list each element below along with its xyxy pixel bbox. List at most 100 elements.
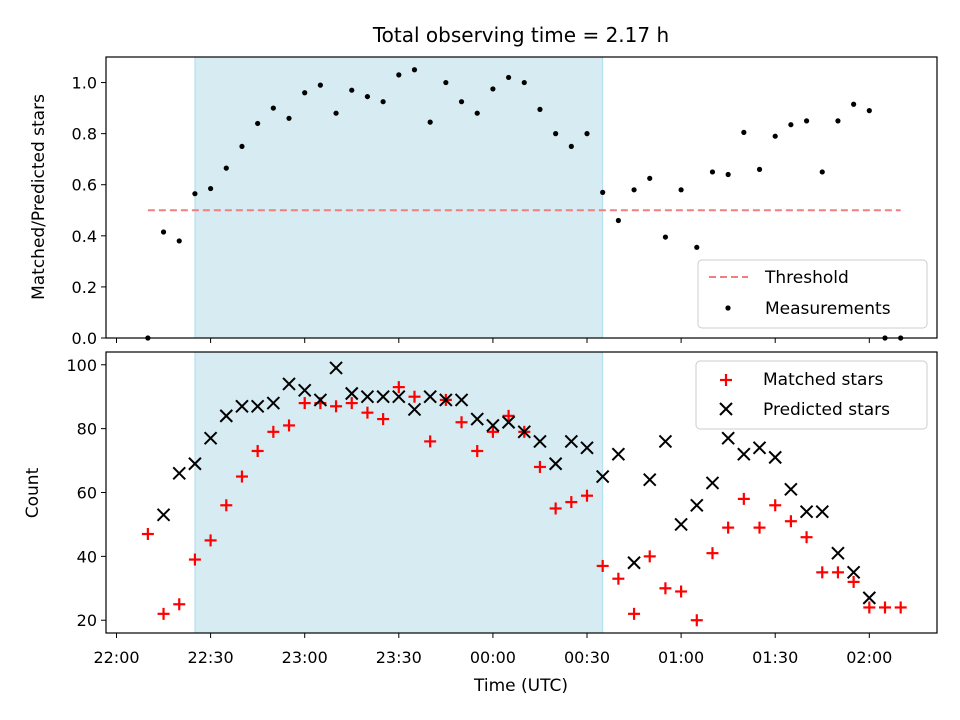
- measurement-point: [851, 101, 857, 107]
- matched-star-point: [596, 559, 609, 572]
- measurement-point: [819, 169, 825, 175]
- predicted-star-point: [658, 434, 673, 449]
- legend-measurements-swatch: [725, 305, 731, 311]
- measurement-point: [709, 169, 716, 175]
- measurement-point: [270, 105, 276, 111]
- predicted-star-point: [423, 389, 437, 404]
- legend-predicted-swatch: [719, 402, 733, 416]
- predicted-star-point: [454, 393, 469, 407]
- matched-star-point: [283, 419, 296, 432]
- predicted-star-point: [313, 393, 328, 407]
- count-x-ticks: 22:00 22:30 23:00 23:30 00:00 00:30 01:00 01:30…: [93, 633, 892, 667]
- measurement-point: [788, 122, 794, 128]
- measurement-point: [835, 118, 841, 124]
- measurement-point: [521, 79, 527, 86]
- count-y-ticks: 20 40 60 80 100: [66, 356, 106, 630]
- measurement-point: [803, 118, 810, 124]
- matched-star-point: [141, 528, 154, 541]
- ratio-legend: Threshold Measurements: [697, 259, 928, 329]
- matched-star-point: [722, 521, 735, 534]
- legend-measurements-label: Measurements: [765, 299, 891, 319]
- count-y-tick-label: 100: [66, 356, 97, 375]
- matched-star-point: [251, 444, 264, 457]
- predicted-star-point: [784, 482, 798, 497]
- predicted-star-point: [470, 412, 484, 426]
- matched-star-point: [267, 425, 280, 438]
- predicted-star-point: [156, 508, 171, 522]
- matched-star-point: [816, 566, 829, 579]
- matched-star-point: [612, 572, 625, 585]
- x-tick-label: 00:30: [564, 648, 610, 667]
- predicted-star-point: [580, 441, 594, 455]
- matched-star-point: [753, 521, 766, 534]
- matched-star-point: [643, 550, 656, 563]
- predicted-star-point: [690, 498, 704, 512]
- ratio-y-tick-label: 1.0: [72, 74, 97, 93]
- x-axis-label: Time (UTC): [473, 676, 568, 696]
- measurement-point: [396, 72, 402, 78]
- matched-star-point: [549, 502, 562, 515]
- predicted-star-point: [345, 386, 359, 401]
- matched-star-point: [706, 547, 719, 560]
- chart-title: Total observing time = 2.17 h: [372, 23, 669, 47]
- measurement-point: [678, 187, 684, 193]
- measurement-point: [427, 119, 433, 125]
- matched-star-point: [377, 413, 390, 426]
- ratio-y-label: Matched/Predicted stars: [29, 94, 49, 300]
- predicted-star-point: [862, 591, 877, 605]
- predicted-star-point: [329, 361, 343, 375]
- ratio-y-tick-label: 0.4: [72, 227, 97, 246]
- matched-star-point: [565, 496, 578, 509]
- measurement-point: [553, 131, 559, 137]
- predicted-star-point: [564, 434, 579, 449]
- x-tick-label: 23:00: [282, 648, 328, 667]
- predicted-star-point: [486, 418, 500, 433]
- ratio-y-tick-label: 0.0: [72, 329, 97, 348]
- measurement-point: [380, 99, 386, 105]
- predicted-star-point: [831, 546, 845, 560]
- measurement-point: [302, 90, 308, 96]
- matched-star-point: [235, 470, 248, 483]
- measurement-point: [160, 229, 167, 235]
- measurement-point: [223, 165, 229, 171]
- matched-star-point: [533, 460, 546, 473]
- predicted-star-point: [643, 473, 657, 487]
- predicted-star-point: [595, 469, 610, 484]
- predicted-star-point: [282, 377, 296, 391]
- x-tick-label: 02:00: [846, 648, 892, 667]
- measurement-point: [615, 217, 621, 224]
- legend-predicted-label: Predicted stars: [763, 400, 890, 420]
- matched-star-point: [455, 416, 468, 429]
- count-y-tick-label: 60: [77, 484, 97, 503]
- measurement-point: [239, 143, 245, 150]
- predicted-stars-points: [156, 361, 877, 605]
- predicted-star-point: [627, 556, 641, 570]
- measurement-point: [662, 234, 669, 240]
- matched-star-point: [173, 598, 186, 611]
- matched-star-point: [847, 575, 860, 588]
- matched-star-point: [659, 582, 672, 595]
- matched-star-point: [628, 607, 641, 620]
- predicted-star-point: [360, 389, 375, 404]
- measurement-point: [176, 238, 182, 244]
- predicted-star-point: [203, 431, 218, 445]
- predicted-star-point: [297, 383, 312, 398]
- matched-star-point: [157, 607, 170, 620]
- matched-star-point: [424, 435, 437, 448]
- measurement-point: [208, 185, 214, 192]
- ratio-y-tick-label: 0.6: [72, 176, 97, 195]
- predicted-star-point: [172, 466, 186, 481]
- matched-star-point: [220, 499, 233, 512]
- count-y-label: Count: [23, 467, 43, 518]
- measurement-point: [458, 99, 465, 105]
- matched-star-point: [690, 614, 703, 627]
- matched-star-point: [581, 489, 594, 502]
- predicted-star-point: [188, 457, 202, 471]
- matched-star-point: [471, 444, 484, 457]
- x-tick-label: 01:30: [752, 648, 798, 667]
- matched-star-point: [675, 585, 688, 598]
- matched-star-point: [863, 601, 876, 614]
- x-tick-label: 22:30: [188, 648, 234, 667]
- matched-star-point: [361, 406, 374, 419]
